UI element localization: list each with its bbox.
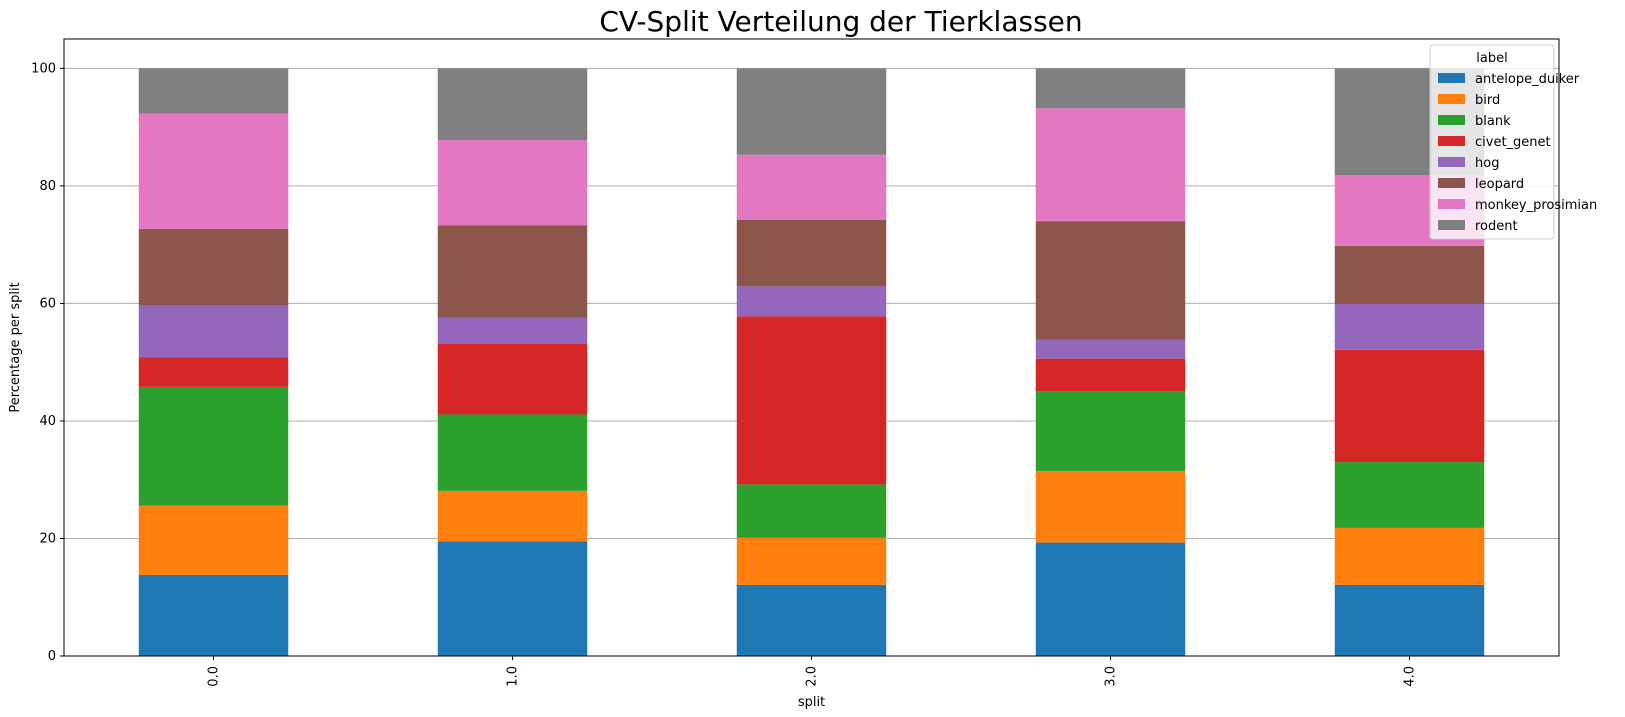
bar-segment-leopard-split-1.0 <box>437 225 588 318</box>
y-tick-label: 60 <box>39 296 56 311</box>
legend-swatch-blank <box>1438 115 1465 125</box>
bar-segment-blank-split-3.0 <box>1035 390 1186 471</box>
bar-segment-antelope_duiker-split-1.0 <box>437 541 588 656</box>
x-axis-ticks: 0.0 1.0 2.0 3.0 4.0 <box>207 656 1418 687</box>
x-axis-label: split <box>798 695 825 710</box>
y-tick-label: 0 <box>48 649 56 664</box>
bar-segment-bird-split-0.0 <box>138 505 289 575</box>
y-tick-label: 40 <box>39 414 56 429</box>
legend-swatch-monkey_prosimian <box>1438 199 1465 209</box>
legend-title: label <box>1476 51 1507 66</box>
bar-segment-hog-split-0.0 <box>138 305 289 358</box>
bar-segment-civet_genet-split-2.0 <box>736 316 887 485</box>
y-axis-ticks: 0 20 40 60 80 100 <box>31 61 64 664</box>
legend-swatch-civet_genet <box>1438 136 1465 146</box>
bar-segment-antelope_duiker-split-3.0 <box>1035 542 1186 656</box>
bar-segment-leopard-split-0.0 <box>138 228 289 306</box>
legend-label-civet_genet: civet_genet <box>1475 135 1551 150</box>
x-tick-label: 3.0 <box>1104 666 1119 687</box>
legend-swatch-hog <box>1438 157 1465 167</box>
bar-segment-monkey_prosimian-split-1.0 <box>437 140 588 226</box>
y-tick-label: 20 <box>39 531 56 546</box>
bar-segment-hog-split-4.0 <box>1334 304 1485 350</box>
y-tick-label: 100 <box>31 61 56 76</box>
bar-segment-rodent-split-1.0 <box>437 68 588 141</box>
bar-segment-hog-split-3.0 <box>1035 339 1186 359</box>
x-tick-label: 2.0 <box>805 666 820 687</box>
legend-label-leopard: leopard <box>1475 177 1524 192</box>
bar-segment-monkey_prosimian-split-2.0 <box>736 154 887 220</box>
legend-swatch-antelope_duiker <box>1438 73 1465 83</box>
bar-segment-antelope_duiker-split-0.0 <box>138 574 289 656</box>
legend-box <box>1429 44 1555 240</box>
bar-segment-blank-split-4.0 <box>1334 462 1485 528</box>
legend-label-hog: hog <box>1475 156 1499 171</box>
bars <box>138 68 1485 656</box>
legend-label-blank: blank <box>1475 114 1511 129</box>
bar-segment-rodent-split-2.0 <box>736 68 887 155</box>
y-axis-label: Percentage per split <box>8 282 23 412</box>
legend-swatch-rodent <box>1438 220 1465 230</box>
legend-label-monkey_prosimian: monkey_prosimian <box>1475 198 1597 213</box>
x-tick-label: 1.0 <box>506 666 521 687</box>
bar-segment-civet_genet-split-0.0 <box>138 357 289 387</box>
legend-label-antelope_duiker: antelope_duiker <box>1475 72 1580 87</box>
bar-segment-monkey_prosimian-split-0.0 <box>138 113 289 229</box>
bar-segment-blank-split-2.0 <box>736 484 887 538</box>
bar-segment-bird-split-4.0 <box>1334 527 1485 585</box>
bar-segment-leopard-split-4.0 <box>1334 245 1485 305</box>
bar-segment-civet_genet-split-1.0 <box>437 343 588 415</box>
bar-segment-hog-split-2.0 <box>736 286 887 317</box>
bar-segment-monkey_prosimian-split-3.0 <box>1035 108 1186 222</box>
y-tick-label: 80 <box>39 179 56 194</box>
bar-segment-bird-split-3.0 <box>1035 470 1186 543</box>
bar-segment-blank-split-0.0 <box>138 386 289 506</box>
legend-label-rodent: rodent <box>1475 219 1518 234</box>
bar-segment-rodent-split-0.0 <box>138 68 289 114</box>
bar-segment-bird-split-2.0 <box>736 537 887 585</box>
chart-title: CV-Split Verteilung der Tierklassen <box>599 5 1082 38</box>
x-tick-label: 0.0 <box>207 666 222 687</box>
legend-swatch-bird <box>1438 94 1465 104</box>
legend-swatch-leopard <box>1438 178 1465 188</box>
bar-segment-antelope_duiker-split-4.0 <box>1334 584 1485 656</box>
bar-segment-hog-split-1.0 <box>437 317 588 344</box>
bar-segment-blank-split-1.0 <box>437 414 588 491</box>
bar-segment-civet_genet-split-4.0 <box>1334 349 1485 463</box>
x-tick-label: 4.0 <box>1403 666 1418 687</box>
bar-segment-civet_genet-split-3.0 <box>1035 358 1186 391</box>
bar-segment-leopard-split-3.0 <box>1035 221 1186 340</box>
legend-label-bird: bird <box>1475 93 1500 108</box>
bar-segment-rodent-split-3.0 <box>1035 68 1186 109</box>
bar-segment-leopard-split-2.0 <box>736 219 887 287</box>
bar-segment-bird-split-1.0 <box>437 490 588 542</box>
bar-segment-antelope_duiker-split-2.0 <box>736 584 887 656</box>
